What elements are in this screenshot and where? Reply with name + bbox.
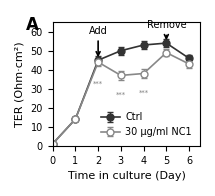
Text: Add: Add: [89, 26, 107, 56]
Text: ***: ***: [115, 92, 126, 98]
Y-axis label: TER (Ohm·cm²): TER (Ohm·cm²): [15, 41, 25, 127]
Text: Remove: Remove: [146, 20, 186, 39]
Text: A: A: [26, 16, 39, 34]
Legend: Ctrl, 30 μg/ml NC1: Ctrl, 30 μg/ml NC1: [97, 108, 195, 141]
Text: ***: ***: [138, 90, 148, 96]
Text: ***: ***: [93, 80, 103, 86]
X-axis label: Time in culture (Day): Time in culture (Day): [68, 171, 185, 181]
